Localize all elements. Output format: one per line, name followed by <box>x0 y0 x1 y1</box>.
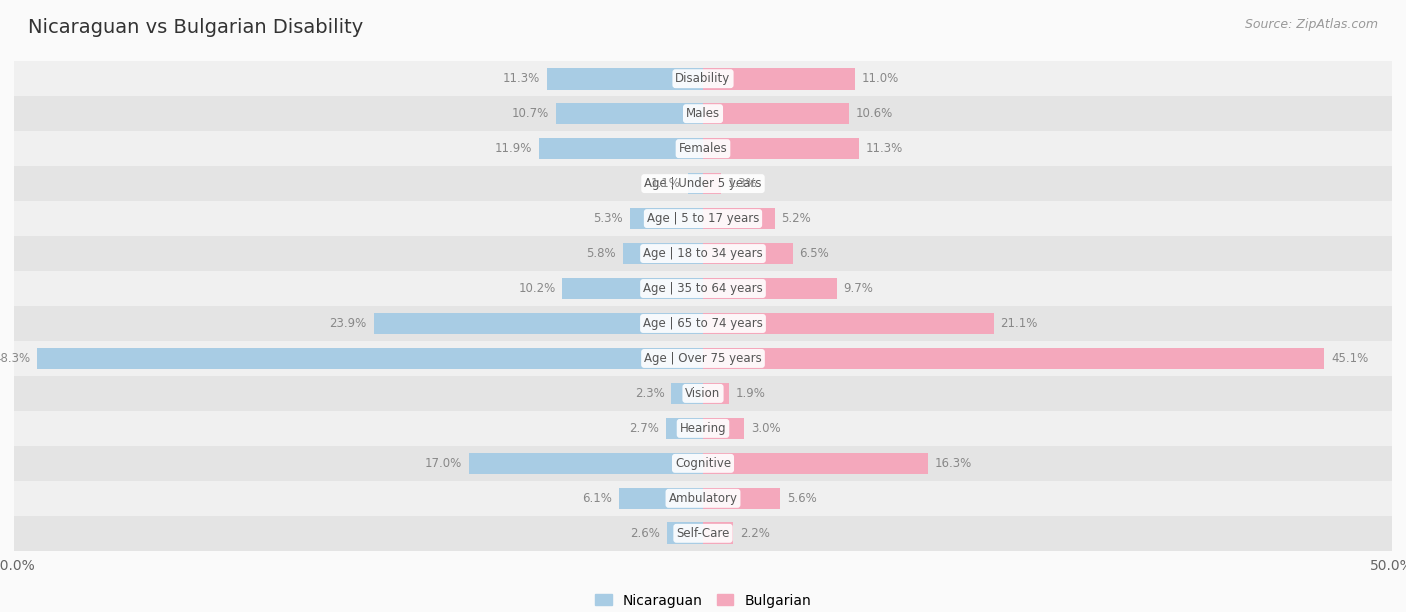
Bar <box>668 523 703 544</box>
Bar <box>630 207 703 230</box>
Text: 1.1%: 1.1% <box>651 177 681 190</box>
Bar <box>14 516 1392 551</box>
Bar <box>14 376 1392 411</box>
Bar <box>14 481 1392 516</box>
Text: 9.7%: 9.7% <box>844 282 873 295</box>
Legend: Nicaraguan, Bulgarian: Nicaraguan, Bulgarian <box>595 594 811 608</box>
Text: 11.3%: 11.3% <box>866 142 903 155</box>
Text: Source: ZipAtlas.com: Source: ZipAtlas.com <box>1244 18 1378 31</box>
Bar <box>703 523 734 544</box>
Text: 5.6%: 5.6% <box>787 492 817 505</box>
Bar <box>14 166 1392 201</box>
Text: Females: Females <box>679 142 727 155</box>
Text: 21.1%: 21.1% <box>1001 317 1038 330</box>
Bar <box>703 452 928 474</box>
Text: Disability: Disability <box>675 72 731 85</box>
Bar <box>14 236 1392 271</box>
Bar <box>703 382 730 405</box>
Bar <box>703 313 994 334</box>
Bar <box>666 417 703 439</box>
Bar <box>703 138 859 160</box>
Text: Age | 65 to 74 years: Age | 65 to 74 years <box>643 317 763 330</box>
Bar <box>14 61 1392 96</box>
Bar <box>671 382 703 405</box>
Text: Age | 35 to 64 years: Age | 35 to 64 years <box>643 282 763 295</box>
Text: Ambulatory: Ambulatory <box>668 492 738 505</box>
Text: Age | 18 to 34 years: Age | 18 to 34 years <box>643 247 763 260</box>
Text: 2.2%: 2.2% <box>740 527 770 540</box>
Text: 10.6%: 10.6% <box>856 107 893 120</box>
Text: Nicaraguan vs Bulgarian Disability: Nicaraguan vs Bulgarian Disability <box>28 18 363 37</box>
Bar <box>555 103 703 124</box>
Text: 2.6%: 2.6% <box>630 527 661 540</box>
Text: Males: Males <box>686 107 720 120</box>
Text: 5.2%: 5.2% <box>782 212 811 225</box>
Text: 5.8%: 5.8% <box>586 247 616 260</box>
Bar <box>703 173 721 195</box>
Text: 2.7%: 2.7% <box>628 422 659 435</box>
Text: 16.3%: 16.3% <box>935 457 972 470</box>
Bar <box>619 488 703 509</box>
Bar <box>468 452 703 474</box>
Bar <box>14 96 1392 131</box>
Bar <box>688 173 703 195</box>
Bar <box>14 411 1392 446</box>
Text: 10.2%: 10.2% <box>519 282 555 295</box>
Text: 23.9%: 23.9% <box>329 317 367 330</box>
Text: 2.3%: 2.3% <box>634 387 665 400</box>
Bar <box>547 68 703 89</box>
Text: Vision: Vision <box>685 387 721 400</box>
Bar <box>14 131 1392 166</box>
Text: 1.3%: 1.3% <box>728 177 758 190</box>
Bar <box>374 313 703 334</box>
Bar <box>562 278 703 299</box>
Bar <box>703 278 837 299</box>
Text: Age | Under 5 years: Age | Under 5 years <box>644 177 762 190</box>
Text: 10.7%: 10.7% <box>512 107 548 120</box>
Text: 48.3%: 48.3% <box>0 352 31 365</box>
Text: Hearing: Hearing <box>679 422 727 435</box>
Text: 11.0%: 11.0% <box>862 72 898 85</box>
Bar <box>703 243 793 264</box>
Text: 6.5%: 6.5% <box>800 247 830 260</box>
Bar <box>703 348 1324 369</box>
Text: 3.0%: 3.0% <box>751 422 780 435</box>
Bar <box>14 271 1392 306</box>
Text: Self-Care: Self-Care <box>676 527 730 540</box>
Bar <box>703 417 744 439</box>
Text: Age | 5 to 17 years: Age | 5 to 17 years <box>647 212 759 225</box>
Bar <box>14 306 1392 341</box>
Text: 11.3%: 11.3% <box>503 72 540 85</box>
Bar <box>538 138 703 160</box>
Text: Cognitive: Cognitive <box>675 457 731 470</box>
Text: Age | Over 75 years: Age | Over 75 years <box>644 352 762 365</box>
Bar <box>38 348 703 369</box>
Bar <box>703 103 849 124</box>
Text: 17.0%: 17.0% <box>425 457 461 470</box>
Bar <box>623 243 703 264</box>
Bar <box>703 68 855 89</box>
Bar <box>14 341 1392 376</box>
Text: 45.1%: 45.1% <box>1331 352 1368 365</box>
Bar <box>14 201 1392 236</box>
Text: 1.9%: 1.9% <box>737 387 766 400</box>
Text: 5.3%: 5.3% <box>593 212 623 225</box>
Bar <box>703 207 775 230</box>
Bar <box>703 488 780 509</box>
Bar <box>14 446 1392 481</box>
Text: 11.9%: 11.9% <box>495 142 531 155</box>
Text: 6.1%: 6.1% <box>582 492 612 505</box>
